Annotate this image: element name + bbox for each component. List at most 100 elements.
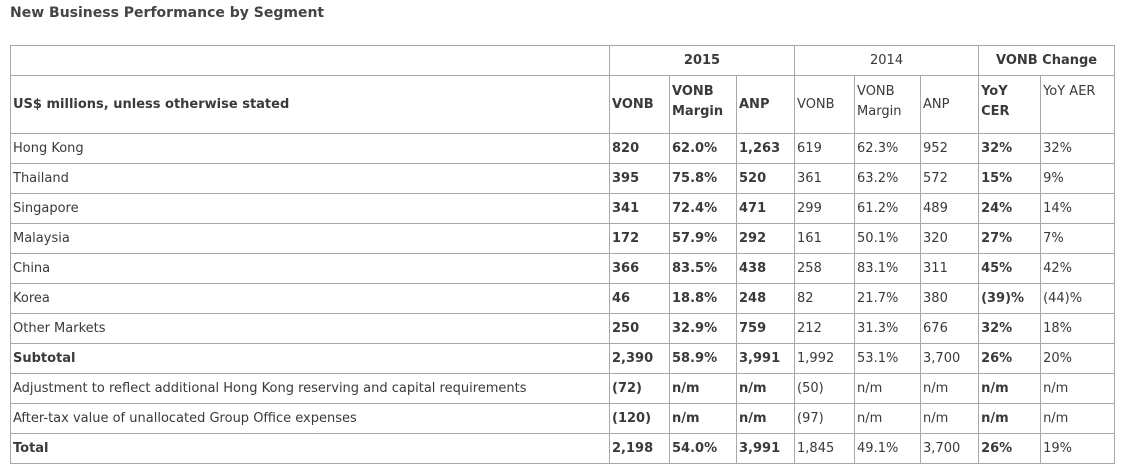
cell-vonb-2014: (50) — [794, 373, 856, 404]
table-row-china: China 366 83.5% 438 258 83.1% 311 45% 42… — [10, 253, 1116, 284]
cell-anp-2015: 3,991 — [735, 343, 796, 374]
cell-margin-2014: 53.1% — [854, 343, 922, 374]
table-body: 2015 2014 VONB Change US$ millions, unle… — [10, 45, 1116, 464]
cell-anp-2015: 292 — [735, 223, 796, 254]
cell-margin-2014: n/m — [854, 373, 922, 404]
cell-anp-2015: 471 — [735, 193, 796, 224]
cell-margin-2015: n/m — [669, 403, 737, 434]
cell-anp-2015: n/m — [735, 373, 796, 404]
row-label: Adjustment to reflect additional Hong Ko… — [10, 373, 610, 404]
cell-anp-2014: 320 — [920, 223, 980, 254]
cell-margin-2015: 62.0% — [669, 133, 737, 164]
cell-vonb-2015: 366 — [609, 253, 670, 284]
cell-vonb-2015: 341 — [609, 193, 670, 224]
cell-anp-2014: 952 — [920, 133, 980, 164]
cell-yoy-aer: 20% — [1040, 343, 1116, 374]
cell-margin-2015: 32.9% — [669, 313, 737, 344]
table-row-malaysia: Malaysia 172 57.9% 292 161 50.1% 320 27%… — [10, 223, 1116, 254]
col-header-vonb-2015: VONB — [609, 75, 670, 134]
table-row-thailand: Thailand 395 75.8% 520 361 63.2% 572 15%… — [10, 163, 1116, 194]
cell-anp-2015: 759 — [735, 313, 796, 344]
cell-anp-2014: 676 — [920, 313, 980, 344]
cell-yoy-aer: 9% — [1040, 163, 1116, 194]
row-label: Singapore — [10, 193, 610, 224]
cell-margin-2015: 54.0% — [669, 433, 737, 464]
cell-anp-2015: 438 — [735, 253, 796, 284]
header-group-row: 2015 2014 VONB Change — [10, 45, 1116, 76]
group-header-2014: 2014 — [794, 45, 980, 76]
cell-yoy-cer: 45% — [978, 253, 1042, 284]
cell-yoy-aer: 18% — [1040, 313, 1116, 344]
cell-vonb-2014: 619 — [794, 133, 856, 164]
col-header-yoy-cer: YoY CER — [978, 75, 1042, 134]
cell-margin-2014: 21.7% — [854, 283, 922, 314]
cell-vonb-2015: (120) — [609, 403, 670, 434]
col-header-margin-2015: VONB Margin — [669, 75, 737, 134]
cell-vonb-2015: 820 — [609, 133, 670, 164]
cell-yoy-aer: 14% — [1040, 193, 1116, 224]
header-column-row: US$ millions, unless otherwise stated VO… — [10, 75, 1116, 134]
cell-anp-2015: 520 — [735, 163, 796, 194]
cell-yoy-cer: 27% — [978, 223, 1042, 254]
col-header-margin-2014: VONB Margin — [854, 75, 922, 134]
cell-yoy-cer: 32% — [978, 313, 1042, 344]
row-label: Hong Kong — [10, 133, 610, 164]
cell-margin-2014: 62.3% — [854, 133, 922, 164]
row-label: China — [10, 253, 610, 284]
cell-margin-2014: n/m — [854, 403, 922, 434]
cell-vonb-2015: (72) — [609, 373, 670, 404]
cell-anp-2015: 3,991 — [735, 433, 796, 464]
col-header-yoy-aer: YoY AER — [1040, 75, 1116, 134]
corner-cell — [10, 45, 610, 76]
cell-yoy-aer: n/m — [1040, 403, 1116, 434]
cell-yoy-aer: (44)% — [1040, 283, 1116, 314]
cell-vonb-2014: 212 — [794, 313, 856, 344]
cell-vonb-2015: 2,198 — [609, 433, 670, 464]
cell-margin-2014: 31.3% — [854, 313, 922, 344]
cell-vonb-2014: 161 — [794, 223, 856, 254]
cell-yoy-cer: n/m — [978, 403, 1042, 434]
table-row-hk-reserving-adjustment: Adjustment to reflect additional Hong Ko… — [10, 373, 1116, 404]
table-row-other-markets: Other Markets 250 32.9% 759 212 31.3% 67… — [10, 313, 1116, 344]
cell-anp-2015: 1,263 — [735, 133, 796, 164]
cell-yoy-aer: 32% — [1040, 133, 1116, 164]
cell-margin-2014: 49.1% — [854, 433, 922, 464]
cell-yoy-cer: 32% — [978, 133, 1042, 164]
row-label: Subtotal — [10, 343, 610, 374]
cell-anp-2014: 3,700 — [920, 433, 980, 464]
cell-yoy-cer: 26% — [978, 343, 1042, 374]
cell-vonb-2014: 1,845 — [794, 433, 856, 464]
cell-vonb-2014: 299 — [794, 193, 856, 224]
cell-vonb-2015: 46 — [609, 283, 670, 314]
cell-yoy-cer: 26% — [978, 433, 1042, 464]
cell-yoy-aer: 42% — [1040, 253, 1116, 284]
cell-anp-2014: 572 — [920, 163, 980, 194]
cell-yoy-aer: 7% — [1040, 223, 1116, 254]
table-row-singapore: Singapore 341 72.4% 471 299 61.2% 489 24… — [10, 193, 1116, 224]
row-label: Total — [10, 433, 610, 464]
cell-yoy-cer: 24% — [978, 193, 1042, 224]
cell-vonb-2015: 395 — [609, 163, 670, 194]
table-row-korea: Korea 46 18.8% 248 82 21.7% 380 (39)% (4… — [10, 283, 1116, 314]
cell-margin-2015: 83.5% — [669, 253, 737, 284]
cell-anp-2015: n/m — [735, 403, 796, 434]
cell-margin-2015: 75.8% — [669, 163, 737, 194]
group-header-2015: 2015 — [608, 45, 796, 76]
table-row-total: Total 2,198 54.0% 3,991 1,845 49.1% 3,70… — [10, 433, 1116, 464]
cell-anp-2014: 311 — [920, 253, 980, 284]
row-label: After-tax value of unallocated Group Off… — [10, 403, 610, 434]
cell-yoy-aer: 19% — [1040, 433, 1116, 464]
col-header-anp-2014: ANP — [920, 75, 980, 134]
cell-margin-2014: 50.1% — [854, 223, 922, 254]
cell-vonb-2014: 1,992 — [794, 343, 856, 374]
cell-anp-2014: n/m — [920, 373, 980, 404]
cell-margin-2015: n/m — [669, 373, 737, 404]
group-header-vonb-change: VONB Change — [978, 45, 1116, 76]
cell-vonb-2014: 361 — [794, 163, 856, 194]
cell-anp-2015: 248 — [735, 283, 796, 314]
cell-anp-2014: n/m — [920, 403, 980, 434]
cell-margin-2015: 72.4% — [669, 193, 737, 224]
cell-vonb-2014: 258 — [794, 253, 856, 284]
row-label: Korea — [10, 283, 610, 314]
cell-yoy-cer: (39)% — [978, 283, 1042, 314]
